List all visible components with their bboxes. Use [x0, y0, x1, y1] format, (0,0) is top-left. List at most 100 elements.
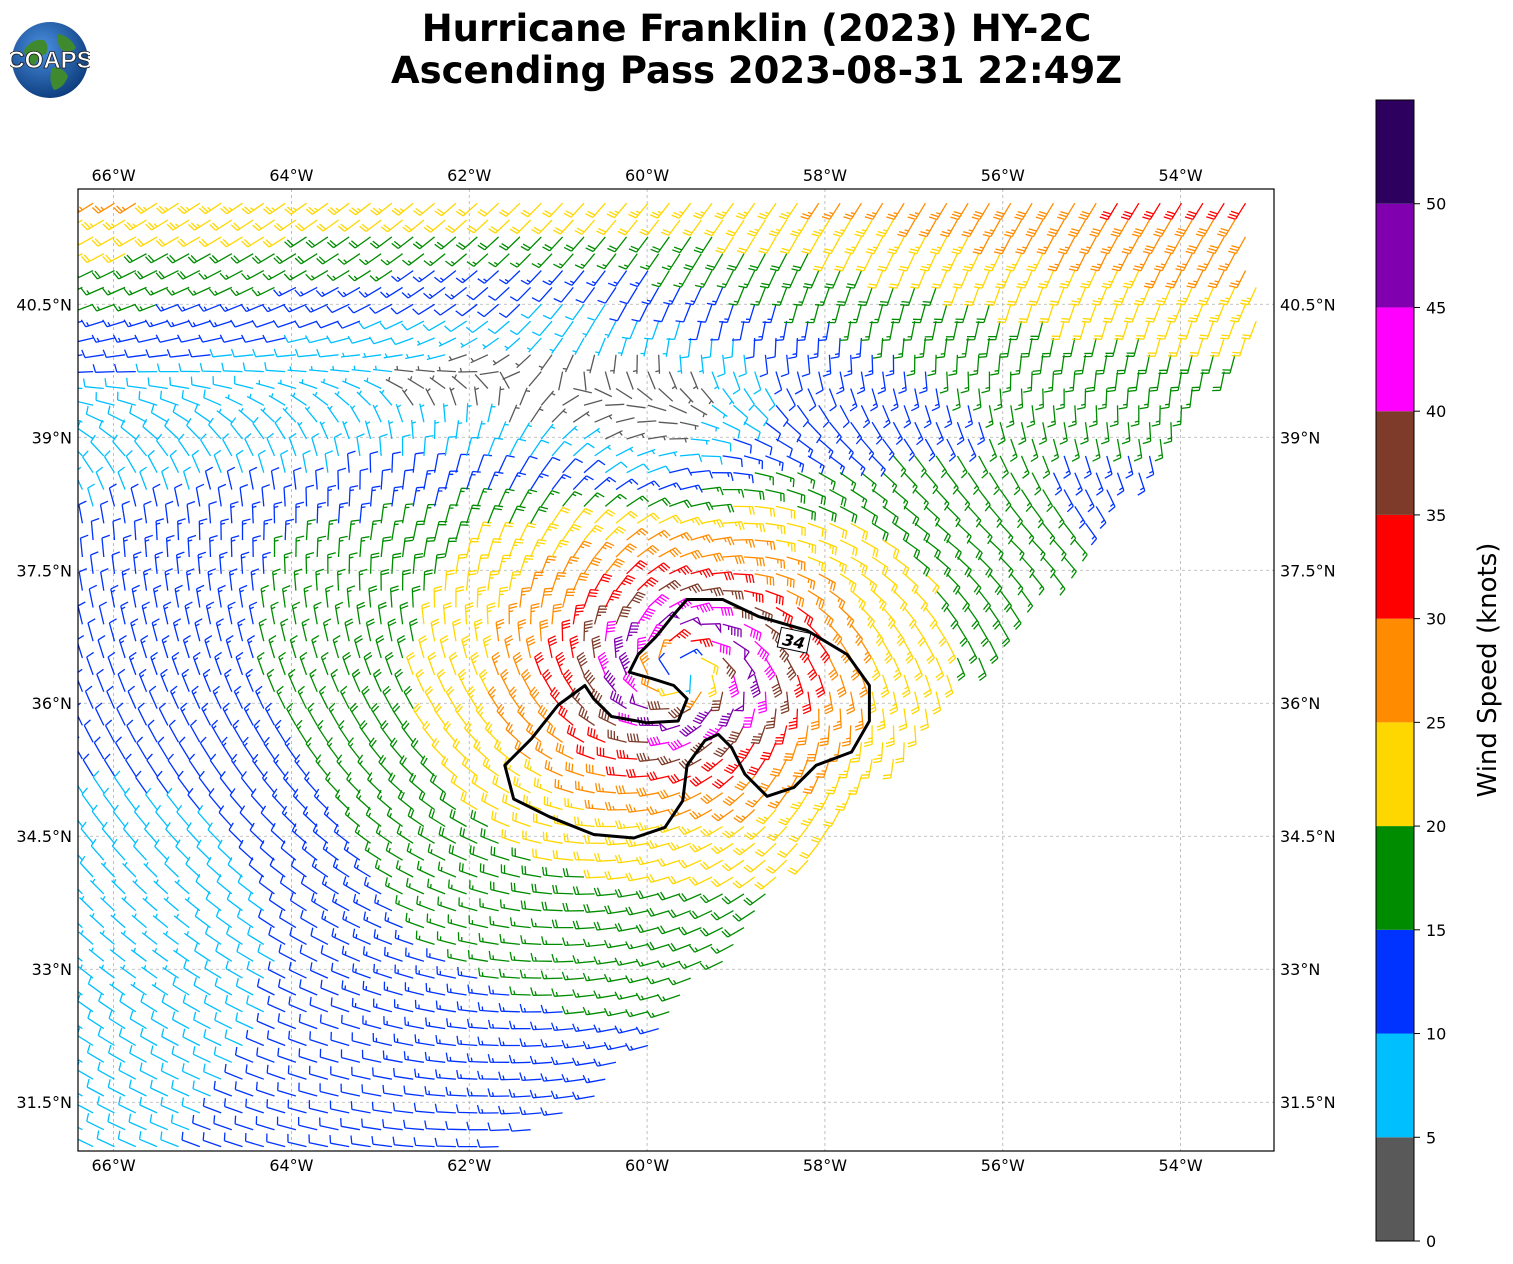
wind-barb — [967, 573, 982, 596]
wind-barb — [562, 868, 585, 878]
wind-barb — [444, 504, 459, 524]
wind-barb — [447, 879, 467, 895]
wind-barb — [356, 390, 372, 406]
wind-barb — [169, 376, 190, 390]
wind-barb — [320, 945, 339, 962]
wind-barb — [1212, 371, 1225, 392]
wind-barb — [893, 522, 910, 543]
wind-barb — [386, 807, 403, 828]
wind-barb — [505, 721, 521, 743]
wind-barb — [143, 500, 152, 524]
wind-barb — [316, 348, 339, 358]
wind-barb — [466, 1018, 488, 1030]
colorbar-tick-label: 15 — [1426, 921, 1446, 940]
wind-barb — [346, 585, 356, 608]
wind-barbs — [78, 202, 1257, 1148]
wind-barb — [512, 811, 531, 828]
wind-barb — [405, 353, 425, 360]
wind-barb — [870, 388, 879, 412]
wind-barb — [79, 895, 94, 912]
wind-barb — [448, 354, 467, 362]
wind-barb — [1191, 371, 1204, 392]
wind-barb — [499, 934, 520, 946]
wind-barb — [230, 753, 244, 777]
wind-barb — [97, 1027, 115, 1047]
wind-barb — [988, 505, 1003, 528]
wind-barb — [540, 489, 560, 507]
wind-barb — [582, 938, 606, 948]
wind-barb — [350, 1101, 371, 1114]
wind-barb — [978, 556, 993, 578]
wind-barb — [82, 753, 94, 777]
wind-barb — [669, 467, 693, 476]
wind-barb — [280, 618, 289, 642]
wind-barb — [392, 1102, 414, 1114]
wind-barb — [319, 1014, 339, 1030]
wind-barb — [372, 365, 392, 373]
wind-barb — [572, 604, 585, 625]
wind-barb — [108, 618, 117, 642]
wind-barb — [738, 354, 747, 378]
wind-barb — [771, 674, 783, 698]
wind-barb — [656, 891, 681, 901]
wind-barb — [722, 521, 745, 531]
wind-barb — [133, 804, 148, 827]
wind-barb — [377, 601, 387, 625]
wind-barb — [492, 775, 510, 794]
wind-barb — [311, 432, 320, 457]
wind-barb — [486, 602, 496, 625]
wind-barb — [528, 371, 542, 387]
wind-barb — [503, 757, 521, 777]
wind-barb — [414, 1068, 435, 1080]
wind-barb — [646, 840, 670, 850]
wind-barb — [78, 1058, 83, 1063]
wind-barb — [787, 859, 809, 875]
wind-barb — [246, 995, 265, 1013]
wind-barb — [281, 584, 291, 608]
wind-barb — [245, 1064, 265, 1080]
wind-barb — [487, 686, 500, 709]
wind-barb — [291, 823, 307, 844]
wind-barb — [501, 793, 521, 811]
wind-barb — [157, 736, 169, 760]
wind-barb — [530, 538, 547, 558]
wind-barb — [242, 362, 264, 373]
wind-barb — [236, 943, 254, 962]
wind-barb — [1109, 405, 1119, 428]
wind-barb — [418, 635, 428, 659]
wind-barb — [356, 601, 366, 625]
wind-barb — [188, 348, 211, 358]
wind-barb — [818, 505, 837, 523]
wind-barb — [625, 803, 649, 813]
wind-barb — [274, 416, 286, 440]
wind-barb — [736, 741, 756, 760]
wind-barb — [519, 1038, 542, 1047]
wind-barb — [337, 467, 347, 490]
wind-barb — [956, 657, 966, 682]
wind-barb — [266, 1064, 286, 1080]
wind-barb — [839, 404, 850, 429]
wind-barb — [135, 770, 148, 794]
wind-barb — [775, 505, 796, 519]
wind-barb — [508, 1054, 531, 1064]
colorbar-segment — [1376, 411, 1414, 515]
wind-barb — [404, 1016, 425, 1030]
wind-barb — [309, 996, 329, 1013]
wind-barb — [873, 742, 884, 764]
wind-barb — [191, 685, 201, 709]
wind-barb — [426, 948, 446, 962]
wind-barb — [273, 753, 286, 777]
wind-barb — [750, 725, 767, 744]
wind-barb — [999, 455, 1009, 479]
wind-barb — [412, 452, 424, 473]
wind-barb — [333, 433, 342, 457]
wind-barb — [137, 702, 148, 726]
wind-barb — [361, 1118, 382, 1131]
wind-barb — [78, 930, 94, 945]
wind-barb — [298, 1013, 318, 1030]
wind-barb — [434, 1103, 456, 1114]
wind-barb — [615, 510, 638, 524]
wind-barb — [699, 960, 723, 971]
wind-barb — [502, 371, 521, 380]
wind-barb — [318, 685, 329, 709]
